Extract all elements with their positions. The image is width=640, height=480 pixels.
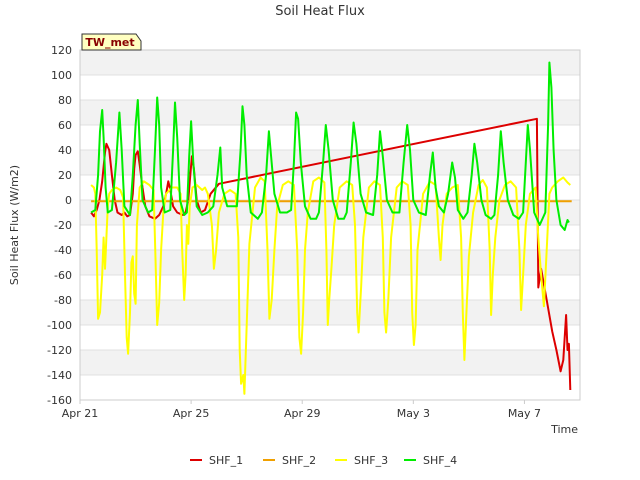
x-tick-label: May 3: [397, 407, 430, 420]
x-axis-ticks: Apr 21 Apr 25 Apr 29 May 3 May 7: [62, 400, 541, 420]
y-axis-label: Soil Heat Flux (W/m2): [8, 165, 21, 285]
tw-met-annotation: TW_met: [81, 33, 142, 51]
legend-item-shf-1: SHF_1: [190, 454, 243, 467]
x-tick-label: Apr 25: [173, 407, 210, 420]
y-tick-label: -40: [54, 244, 72, 257]
y-tick-label: 100: [51, 69, 72, 82]
series-line-shf-4: [90, 61, 570, 231]
grid-band: [80, 100, 580, 125]
x-tick-label: May 7: [508, 407, 541, 420]
legend-label: SHF_4: [423, 454, 457, 467]
grid-band: [80, 300, 580, 325]
x-axis-label: Time: [550, 423, 578, 436]
legend-label: SHF_1: [209, 454, 243, 467]
y-tick-label: 20: [58, 169, 72, 182]
y-tick-label: 0: [65, 194, 72, 207]
plot-frame: [79, 49, 581, 401]
legend-label: SHF_3: [354, 454, 388, 467]
x-tick-label: Apr 29: [284, 407, 321, 420]
y-tick-label: -20: [54, 219, 72, 232]
y-tick-label: -60: [54, 269, 72, 282]
legend-item-shf-4: SHF_4: [404, 454, 457, 467]
legend-label: SHF_2: [282, 454, 316, 467]
y-axis-ticks: -160 -140 -120 -100 -80 -60 -40 -20 0 20 40 60 80 100…: [47, 44, 72, 407]
y-tick-label: -140: [47, 369, 72, 382]
y-tick-label: -80: [54, 294, 72, 307]
y-tick-label: -160: [47, 394, 72, 407]
grid-band: [80, 250, 580, 275]
legend-item-shf-3: SHF_3: [335, 454, 388, 467]
legend: SHF_1 SHF_2 SHF_3 SHF_4: [190, 454, 457, 467]
annotation-box: [81, 33, 142, 51]
y-tick-label: 120: [51, 44, 72, 57]
chart-title: Soil Heat Flux: [275, 4, 365, 19]
grid-band: [80, 50, 580, 75]
y-tick-label: -100: [47, 319, 72, 332]
grid-band: [80, 350, 580, 375]
y-tick-label: -120: [47, 344, 72, 357]
y-tick-label: 80: [58, 94, 72, 107]
y-tick-label: 60: [58, 119, 72, 132]
series-layer: [90, 61, 572, 395]
series-line-shf-1: [90, 117, 572, 391]
y-tick-label: 40: [58, 144, 72, 157]
legend-item-shf-2: SHF_2: [263, 454, 316, 467]
annotation-text: TW_met: [85, 36, 134, 49]
x-tick-label: Apr 21: [62, 407, 99, 420]
